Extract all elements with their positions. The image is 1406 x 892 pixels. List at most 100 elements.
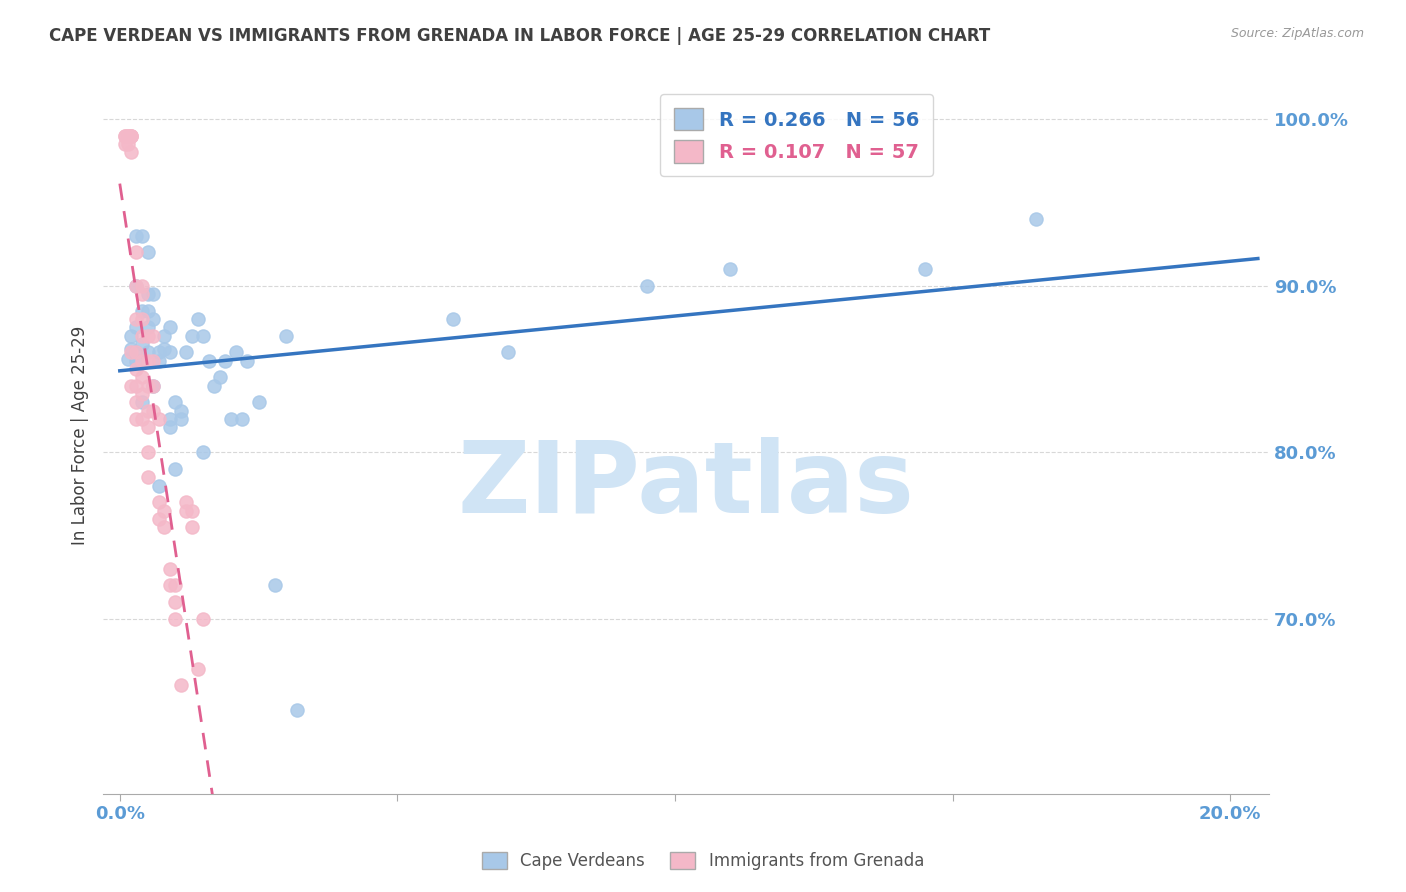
Point bbox=[142, 403, 165, 417]
Point bbox=[125, 320, 148, 334]
Point bbox=[191, 328, 214, 343]
Point bbox=[136, 445, 159, 459]
Point bbox=[720, 262, 742, 277]
Point bbox=[125, 245, 148, 260]
Text: CAPE VERDEAN VS IMMIGRANTS FROM GRENADA IN LABOR FORCE | AGE 25-29 CORRELATION C: CAPE VERDEAN VS IMMIGRANTS FROM GRENADA … bbox=[49, 27, 990, 45]
Point bbox=[125, 353, 148, 368]
Point bbox=[148, 345, 170, 359]
Point bbox=[136, 353, 159, 368]
Point bbox=[136, 420, 159, 434]
Point bbox=[225, 345, 247, 359]
Point bbox=[914, 262, 936, 277]
Point bbox=[117, 128, 139, 143]
Point bbox=[125, 378, 148, 392]
Point bbox=[148, 412, 170, 426]
Point bbox=[181, 328, 204, 343]
Point bbox=[131, 412, 153, 426]
Point bbox=[120, 128, 142, 143]
Point bbox=[125, 278, 148, 293]
Point bbox=[153, 520, 176, 534]
Point bbox=[117, 128, 139, 143]
Point bbox=[117, 137, 139, 152]
Point bbox=[165, 462, 187, 476]
Point bbox=[153, 328, 176, 343]
Point bbox=[197, 353, 219, 368]
Point bbox=[165, 612, 187, 626]
Point bbox=[159, 345, 181, 359]
Point bbox=[136, 378, 159, 392]
Point bbox=[125, 345, 148, 359]
Point bbox=[131, 228, 153, 243]
Point bbox=[159, 320, 181, 334]
Point bbox=[202, 378, 225, 392]
Point bbox=[136, 345, 159, 359]
Point bbox=[125, 362, 148, 376]
Point bbox=[153, 342, 176, 356]
Point bbox=[186, 312, 208, 326]
Point bbox=[136, 320, 159, 334]
Point bbox=[197, 878, 219, 892]
Point bbox=[287, 703, 309, 717]
Point bbox=[191, 445, 214, 459]
Point bbox=[125, 228, 148, 243]
Point bbox=[170, 412, 193, 426]
Point bbox=[219, 412, 242, 426]
Point bbox=[208, 370, 231, 384]
Point bbox=[131, 312, 153, 326]
Point bbox=[136, 470, 159, 484]
Point bbox=[636, 278, 658, 293]
Point bbox=[120, 128, 142, 143]
Point bbox=[142, 378, 165, 392]
Point bbox=[131, 337, 153, 351]
Point bbox=[136, 245, 159, 260]
Point bbox=[125, 345, 148, 359]
Point bbox=[236, 353, 259, 368]
Point bbox=[181, 520, 204, 534]
Point bbox=[136, 328, 159, 343]
Point bbox=[120, 342, 142, 356]
Point bbox=[165, 578, 187, 592]
Point bbox=[114, 128, 136, 143]
Point bbox=[1025, 212, 1047, 227]
Point bbox=[120, 345, 142, 359]
Point bbox=[170, 403, 193, 417]
Point bbox=[498, 345, 520, 359]
Point bbox=[159, 412, 181, 426]
Point bbox=[176, 345, 198, 359]
Point bbox=[181, 503, 204, 517]
Text: ZIPatlas: ZIPatlas bbox=[457, 437, 914, 534]
Point bbox=[114, 137, 136, 152]
Point bbox=[142, 378, 165, 392]
Point bbox=[176, 503, 198, 517]
Point bbox=[117, 351, 139, 366]
Point bbox=[125, 395, 148, 409]
Point bbox=[159, 420, 181, 434]
Legend: Cape Verdeans, Immigrants from Grenada: Cape Verdeans, Immigrants from Grenada bbox=[475, 845, 931, 877]
Point bbox=[131, 328, 153, 343]
Point bbox=[131, 395, 153, 409]
Point bbox=[441, 312, 464, 326]
Point bbox=[142, 312, 165, 326]
Point bbox=[120, 128, 142, 143]
Point bbox=[247, 395, 270, 409]
Point bbox=[159, 578, 181, 592]
Point bbox=[159, 562, 181, 576]
Point bbox=[153, 503, 176, 517]
Point bbox=[148, 512, 170, 526]
Text: Source: ZipAtlas.com: Source: ZipAtlas.com bbox=[1230, 27, 1364, 40]
Point bbox=[214, 353, 236, 368]
Point bbox=[131, 278, 153, 293]
Point bbox=[131, 370, 153, 384]
Point bbox=[120, 328, 142, 343]
Point bbox=[114, 128, 136, 143]
Point bbox=[125, 278, 148, 293]
Point bbox=[264, 578, 287, 592]
Point bbox=[131, 303, 153, 318]
Point bbox=[142, 353, 165, 368]
Point bbox=[191, 612, 214, 626]
Point bbox=[276, 328, 298, 343]
Point bbox=[148, 478, 170, 492]
Point bbox=[148, 353, 170, 368]
Point bbox=[176, 495, 198, 509]
Point bbox=[165, 395, 187, 409]
